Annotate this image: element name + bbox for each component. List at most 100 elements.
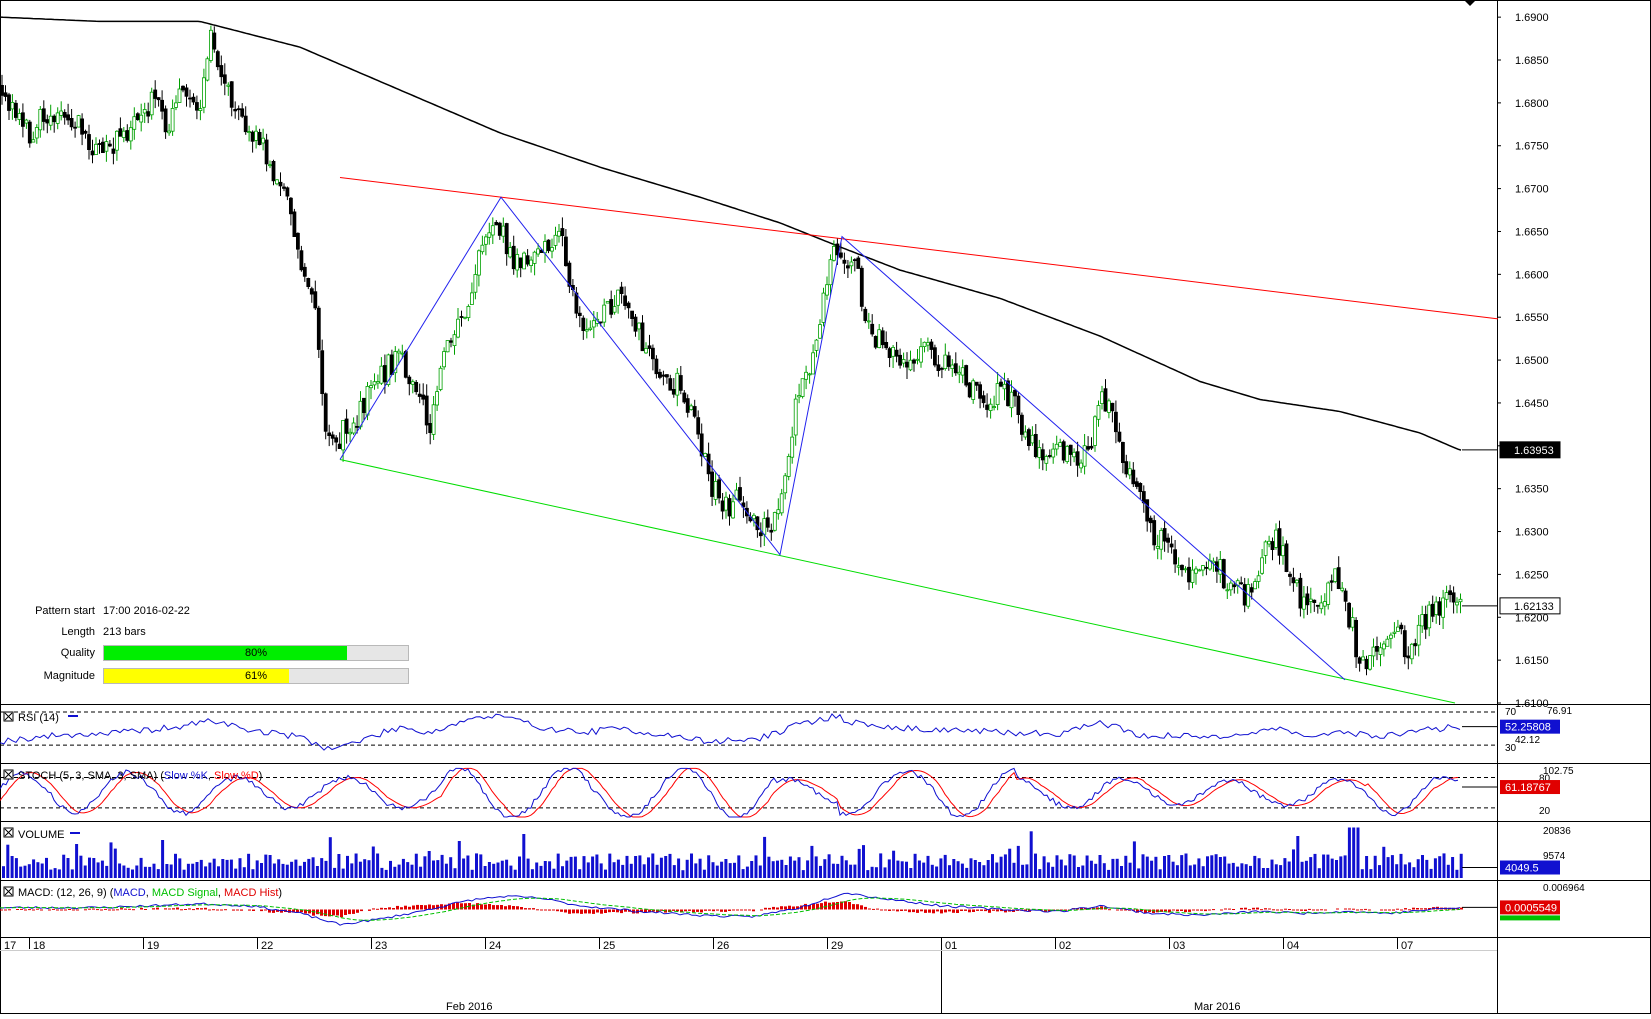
- macd-hist-bar: [100, 909, 103, 911]
- candle-body: [55, 112, 60, 124]
- candle-up: [1326, 581, 1331, 610]
- volume-bar: [930, 864, 934, 878]
- candle-body: [873, 335, 878, 348]
- candle-body: [139, 114, 144, 123]
- volume-bar: [139, 857, 143, 878]
- candle-body: [264, 139, 269, 165]
- macd-hist-bar: [1192, 909, 1195, 911]
- candle-up: [76, 114, 81, 128]
- candle-body: [1399, 624, 1404, 630]
- macd-hist-bar: [1264, 908, 1267, 910]
- macd-hist-bar: [860, 905, 863, 910]
- price-tick-label: 1.6700: [1515, 184, 1549, 196]
- macd-hist-bar: [852, 904, 855, 910]
- volume-bar: [1115, 858, 1119, 878]
- candle-body: [1364, 658, 1369, 670]
- candle-body: [1392, 631, 1397, 634]
- candle-body: [884, 341, 889, 349]
- candle-up: [226, 82, 231, 96]
- quality-bar-fill: [104, 646, 348, 660]
- candle-body: [323, 393, 328, 432]
- macd-hist-bar: [1196, 909, 1199, 911]
- volume-bar: [479, 854, 483, 878]
- candle-body: [1068, 444, 1073, 455]
- candle-down: [188, 89, 192, 108]
- macd-hist-bar: [932, 909, 935, 914]
- candle-down: [1277, 520, 1282, 565]
- candle-down: [720, 493, 725, 520]
- candle-down: [978, 381, 982, 409]
- macd-hist-bar: [456, 902, 459, 910]
- candle-up: [1100, 385, 1104, 410]
- macd-hist-bar: [1388, 909, 1391, 911]
- candle-body: [435, 391, 440, 406]
- candle-body: [438, 367, 443, 390]
- volume-bar: [1231, 862, 1235, 878]
- x-day-label-19: 19: [147, 940, 159, 952]
- candle-up: [174, 95, 178, 111]
- macd-hist-bar: [412, 905, 415, 910]
- volume-tick-max: 20836: [1543, 826, 1571, 837]
- candle-body: [167, 130, 172, 134]
- volume-bar: [1438, 856, 1442, 878]
- candle-down: [1145, 499, 1150, 532]
- candle-body: [828, 259, 833, 286]
- candle-up: [452, 330, 457, 355]
- candle-body: [1117, 431, 1122, 442]
- candle-up: [1444, 585, 1449, 608]
- candle-up: [790, 426, 795, 464]
- candle-down: [194, 95, 199, 120]
- candle-body: [410, 381, 415, 385]
- volume-bar: [161, 840, 165, 878]
- macd-hist-bar: [1044, 909, 1047, 912]
- candle-down: [27, 119, 32, 148]
- candle-body: [1107, 400, 1111, 413]
- candle-body: [149, 91, 154, 116]
- candle-body: [254, 130, 259, 141]
- candle-down: [633, 314, 638, 337]
- candle-body: [372, 381, 377, 386]
- candle-body: [250, 131, 255, 142]
- volume-bar: [1171, 861, 1175, 878]
- volume-bar: [436, 860, 440, 878]
- candle-up: [1256, 570, 1261, 589]
- candle-body: [616, 289, 620, 306]
- volume-bar: [1034, 853, 1037, 878]
- volume-bar: [156, 869, 160, 878]
- candle-body: [76, 115, 81, 128]
- volume-bar: [1249, 865, 1252, 878]
- candle-body: [153, 89, 158, 99]
- candle-up: [369, 380, 373, 400]
- macd-hist-bar: [740, 909, 743, 911]
- candle-up: [473, 264, 478, 300]
- candle-body: [1448, 590, 1452, 595]
- volume-bar: [1399, 853, 1403, 878]
- volume-bar: [1279, 865, 1283, 878]
- candle-body: [334, 437, 339, 443]
- macd-hist-bar: [616, 909, 619, 913]
- candle-up: [1023, 425, 1028, 440]
- macd-hist-bar: [48, 909, 51, 911]
- volume-bar: [573, 856, 577, 878]
- macd-hist-bar: [996, 909, 999, 912]
- candle-down: [870, 314, 875, 337]
- candle-down: [334, 435, 339, 452]
- last-price-box: [1499, 597, 1561, 615]
- macd-hist-bar: [920, 909, 923, 912]
- macd-hist-bar: [780, 906, 783, 910]
- volume-bar: [776, 860, 779, 878]
- macd-hist-bar: [1240, 907, 1243, 910]
- volume-bar: [1378, 865, 1381, 878]
- volume-bar: [604, 869, 607, 878]
- x-day-label-22: 22: [261, 940, 273, 952]
- volume-bar: [419, 866, 423, 878]
- volume-bar: [965, 867, 969, 878]
- candle-body: [971, 380, 976, 400]
- volume-bar: [152, 863, 156, 878]
- volume-bar: [862, 845, 865, 878]
- candle-down: [212, 26, 217, 53]
- macd-hist-bar: [1176, 909, 1179, 912]
- candle-up: [167, 123, 172, 136]
- candle-body: [776, 509, 781, 515]
